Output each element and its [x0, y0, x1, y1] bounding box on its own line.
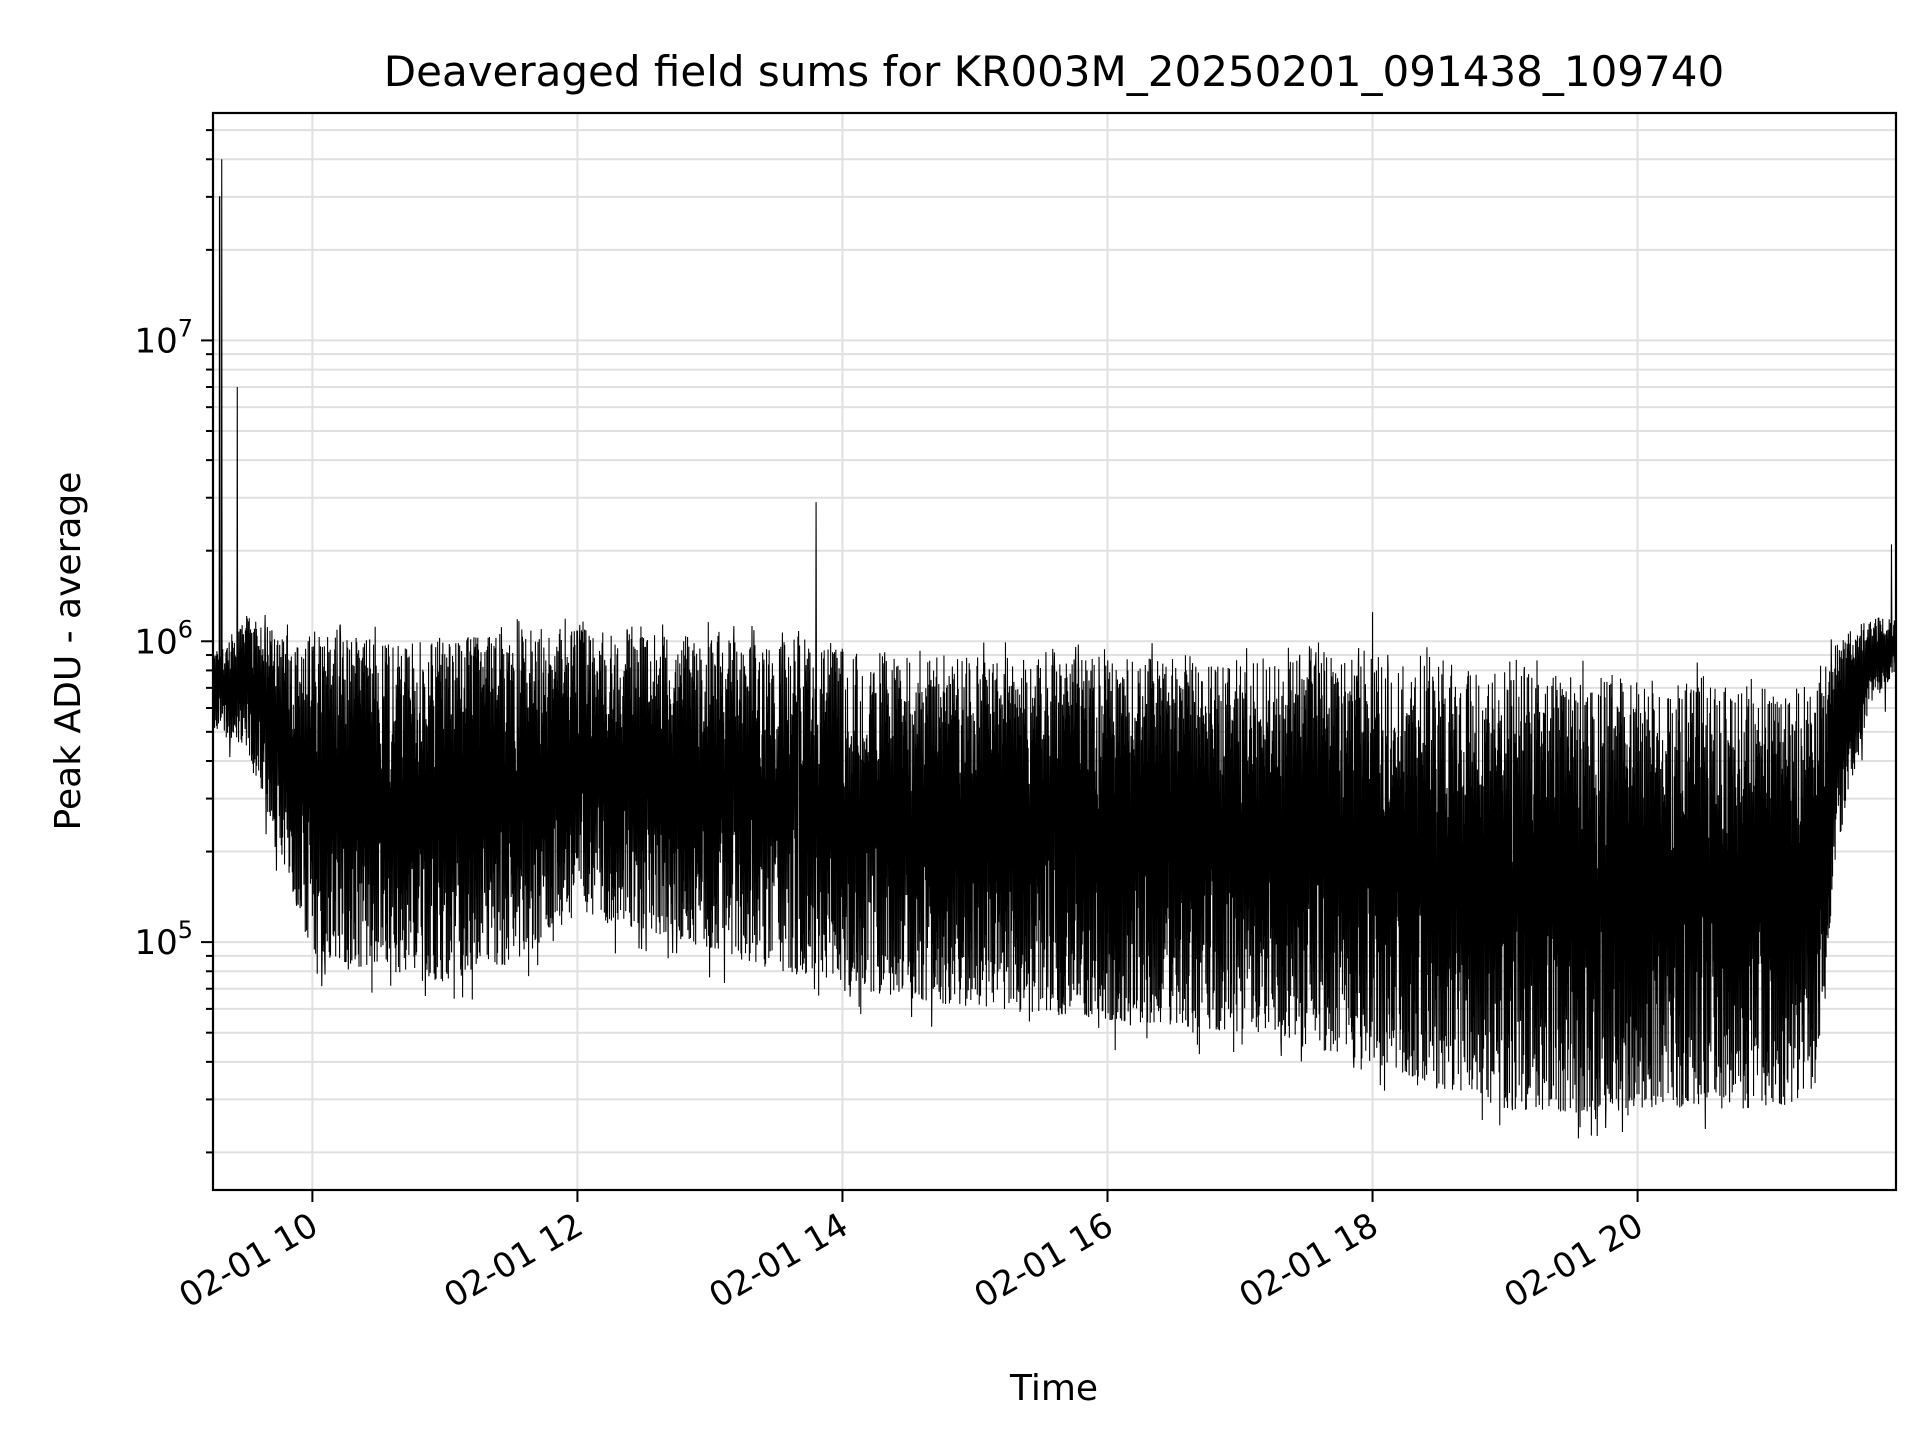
x-axis-label: Time	[1009, 1368, 1098, 1409]
x-tick-label: 02-01 16	[968, 1205, 1120, 1316]
series	[212, 159, 1897, 1139]
y-axis: 105 106 107	[134, 129, 213, 1154]
x-axis: 02-01 10 02-01 12 02-01 14 02-01 16 02-01 18…	[172, 1190, 1650, 1316]
chart-title: Deaveraged field sums for KR003M_2025020…	[384, 47, 1724, 96]
series-line	[212, 159, 1897, 1139]
x-tick-label: 02-01 10	[172, 1205, 324, 1316]
y-tick-label: 107	[134, 314, 193, 361]
plot-frame	[211, 111, 1898, 1192]
y-tick-label: 105	[134, 916, 193, 963]
x-tick-label: 02-01 20	[1498, 1205, 1650, 1316]
y-tick-label: 106	[134, 615, 193, 662]
x-tick-label: 02-01 12	[438, 1205, 590, 1316]
x-tick-label: 02-01 14	[703, 1205, 855, 1316]
x-tick-label: 02-01 18	[1233, 1205, 1385, 1316]
y-axis-label: Peak ADU - average	[48, 472, 89, 831]
